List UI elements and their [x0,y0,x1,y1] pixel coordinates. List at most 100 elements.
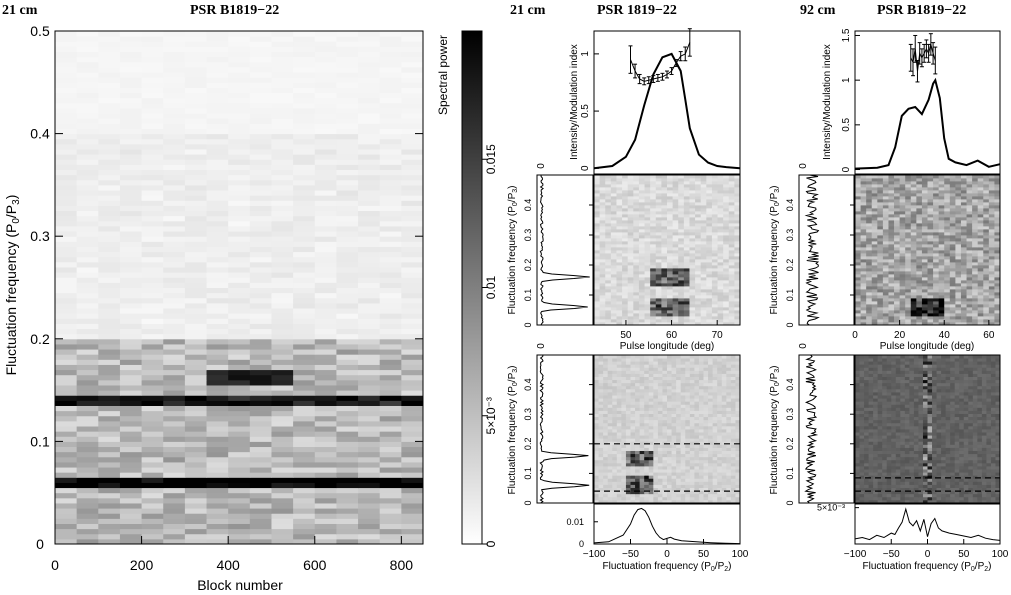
lrfs-cell [706,187,713,191]
lrfs-cell [683,253,690,257]
heatmap-cell [401,51,423,58]
lrfs-cell [622,286,629,290]
2dfs-cell [721,490,727,495]
lrfs-cell [627,208,634,212]
2dfs-cell [721,435,727,439]
lrfs-cell [650,190,657,194]
lrfs-cell [700,175,707,179]
heatmap-cell [379,302,402,309]
heatmap-cell [228,113,251,119]
heatmap-cell [228,215,251,222]
2dfs-cell [639,404,645,408]
2dfs-cell [712,404,718,408]
2dfs-cell [685,499,691,503]
lrfs-cell [955,316,962,320]
2dfs-cell [621,364,627,368]
2dfs-cell [612,422,618,427]
lrfs-cell [605,202,612,206]
2dfs-cell [689,422,695,427]
heatmap-cell [98,482,121,489]
heatmap-cell [119,148,143,155]
2dfs-cell [625,490,631,495]
2dfs-cell [635,466,641,470]
lrfs-cell [972,316,979,320]
lrfs-cell [616,247,623,251]
2dfs-cell [698,490,704,495]
lrfs-cell [655,316,662,320]
heatmap-cell [271,61,294,68]
heatmap-cell [119,328,143,335]
heatmap-cell [401,451,423,458]
2dfs-cell [735,361,740,365]
heatmap-cell [379,497,402,504]
lrfs-cell [622,250,629,254]
lrfs-cell [616,295,623,299]
lrfs-cell [644,280,651,284]
heatmap-cell [401,190,423,196]
heatmap-cell [358,195,381,201]
lrfs-cell [655,322,662,325]
lrfs-cell [717,223,724,227]
heatmap-cell [119,400,143,406]
heatmap-cell [55,159,78,165]
2dfs-cell [735,487,740,492]
2dfs-cell [594,475,599,479]
lrfs-cell [616,319,623,323]
heatmap-cell [206,461,229,468]
lrfs-cell [695,217,702,221]
heatmap-cell [206,323,229,330]
heatmap-cell [271,323,294,330]
heatmap-cell [76,528,99,535]
lrfs-cell [966,310,973,314]
heatmap-cell [163,456,186,463]
heatmap-cell [401,410,423,417]
lrfs-cell [599,187,606,191]
heatmap-cell [119,528,143,535]
heatmap-cell [98,31,121,37]
heatmap-cell [184,349,208,355]
2dfs-cell [671,450,677,455]
lrfs-cell [616,313,623,317]
heatmap-cell [249,261,272,268]
2dfs-cell [662,444,668,448]
lrfs-cell [905,319,912,323]
heatmap-cell [98,97,121,104]
2dfs-cell [685,385,691,390]
heatmap-cell [141,231,164,237]
heatmap-cell [206,231,229,237]
heatmap-cell [401,138,423,145]
lrfs-cell [728,292,735,296]
2dfs-cell [708,370,714,374]
lrfs-cell [594,214,601,218]
2dfs-cell [607,401,613,405]
2dfs-cell [653,419,659,424]
heatmap-cell [271,154,294,160]
heatmap-cell [293,420,316,427]
heatmap-cell [163,164,186,171]
lrfs-cell [638,301,645,305]
heatmap-cell [249,82,272,88]
2dfs-cell [708,392,714,396]
lrfs-cell [627,229,634,233]
2dfs-cell [726,459,732,464]
lrfs-cell [672,220,679,224]
2dfs-cell [616,472,622,476]
2dfs-cell [685,373,691,377]
heatmap-cell [184,82,208,88]
lrfs-cell [706,253,713,257]
heatmap-cell [228,379,251,386]
lrfs-cell [711,220,718,224]
2dfs-cell [648,475,654,479]
lrfs-cell [706,223,713,227]
2dfs-cell [708,487,714,492]
2dfs-cell [657,373,663,377]
2dfs-cell [730,487,736,492]
lrfs-cell [921,322,928,325]
heatmap-cell [249,456,272,463]
2dfs-cell [657,379,663,384]
heatmap-cell [249,92,272,99]
heatmap-cell [379,349,402,355]
lrfs-cell [977,310,984,314]
2dfs-cell [607,493,613,498]
lrfs-cell [728,205,735,209]
